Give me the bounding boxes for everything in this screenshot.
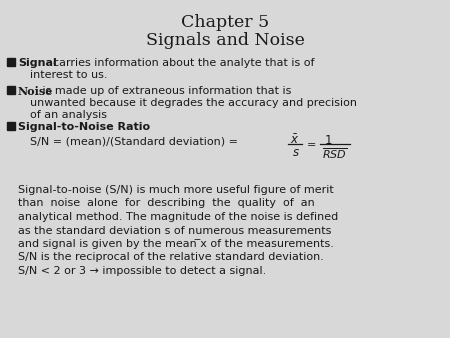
Text: unwanted because it degrades the accuracy and precision: unwanted because it degrades the accurac…: [30, 98, 357, 108]
Text: Signals and Noise: Signals and Noise: [145, 32, 305, 49]
Text: Chapter 5: Chapter 5: [181, 14, 269, 31]
Text: $\overline{RSD}$: $\overline{RSD}$: [322, 146, 347, 161]
Text: carries information about the analyte that is of: carries information about the analyte th…: [18, 58, 315, 68]
Text: than  noise  alone  for  describing  the  quality  of  an: than noise alone for describing the qual…: [18, 198, 315, 209]
Text: S/N < 2 or 3 → impossible to detect a signal.: S/N < 2 or 3 → impossible to detect a si…: [18, 266, 266, 276]
Text: $s$: $s$: [292, 146, 300, 159]
Text: S/N is the reciprocal of the relative standard deviation.: S/N is the reciprocal of the relative st…: [18, 252, 324, 263]
Text: interest to us.: interest to us.: [30, 70, 108, 80]
Bar: [7, 122, 15, 130]
Bar: [7, 58, 15, 66]
Text: as the standard deviation s of numerous measurements: as the standard deviation s of numerous …: [18, 225, 331, 236]
Text: Noise: Noise: [18, 86, 54, 97]
Text: $1$: $1$: [324, 134, 333, 147]
Text: $\bar{x}$: $\bar{x}$: [290, 134, 299, 147]
Text: S/N = (mean)/(Standard deviation) =: S/N = (mean)/(Standard deviation) =: [30, 136, 238, 146]
Text: and signal is given by the mean ̅x of the measurements.: and signal is given by the mean ̅x of th…: [18, 239, 334, 249]
Text: analytical method. The magnitude of the noise is defined: analytical method. The magnitude of the …: [18, 212, 338, 222]
Bar: [7, 86, 15, 94]
Text: Signal-to-noise (S/N) is much more useful figure of merit: Signal-to-noise (S/N) is much more usefu…: [18, 185, 334, 195]
Text: Signal: Signal: [18, 58, 57, 68]
Text: of an analysis: of an analysis: [30, 110, 107, 120]
Text: Signal-to-Noise Ratio: Signal-to-Noise Ratio: [18, 122, 150, 132]
Text: $=$: $=$: [304, 138, 316, 148]
Text: is made up of extraneous information that is: is made up of extraneous information tha…: [18, 86, 292, 96]
